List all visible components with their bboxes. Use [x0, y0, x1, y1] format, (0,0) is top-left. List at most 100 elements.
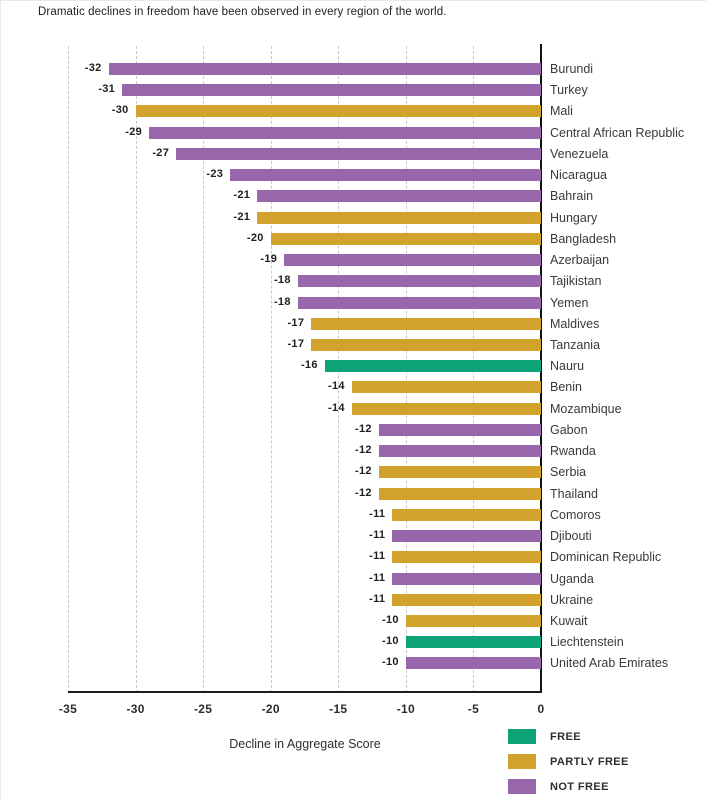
- country-label: Bangladesh: [550, 231, 617, 246]
- bar: [324, 360, 541, 373]
- bar-value-label: -20: [246, 231, 264, 244]
- bar-value-label: -31: [98, 83, 116, 96]
- bar-value-label: -14: [328, 380, 345, 393]
- bar-value-label: -10: [382, 613, 399, 626]
- bar: [392, 508, 541, 521]
- bar: [405, 636, 541, 649]
- bar-value-label: -10: [382, 635, 399, 648]
- country-label: Dominican Republic: [550, 550, 662, 565]
- partly-free-swatch: [508, 754, 536, 769]
- bar: [378, 445, 541, 458]
- bar: [392, 530, 541, 543]
- bar: [257, 190, 541, 203]
- bar-value-label: -23: [206, 168, 224, 181]
- bar-value-label: -16: [300, 359, 318, 372]
- bar-value-label: -18: [273, 274, 291, 287]
- bar-value-label: -11: [369, 507, 386, 520]
- bar-value-label: -32: [84, 62, 102, 74]
- country-label: Comoros: [550, 507, 601, 522]
- bar-value-label: -11: [369, 571, 386, 584]
- gridline: [135, 46, 137, 693]
- bar: [284, 254, 541, 267]
- not-free-swatch: [508, 779, 536, 794]
- country-label: Venezuela: [550, 146, 609, 161]
- bar: [230, 169, 541, 182]
- country-label: Thailand: [550, 486, 598, 501]
- x-tick-label: -35: [58, 702, 78, 716]
- bar: [392, 593, 541, 606]
- free-swatch: [508, 729, 536, 744]
- country-label: Hungary: [550, 210, 598, 225]
- country-label: Mozambique: [550, 401, 622, 416]
- country-label: Tajikistan: [550, 274, 602, 289]
- legend-item-free: FREE: [508, 729, 629, 744]
- bar-value-label: -19: [260, 253, 278, 266]
- bar-value-label: -11: [369, 592, 386, 605]
- bar: [351, 381, 541, 394]
- bar-value-label: -11: [369, 529, 386, 542]
- country-label: Kuwait: [550, 613, 588, 628]
- country-label: Liechtenstein: [550, 635, 624, 650]
- x-tick-label: -30: [126, 702, 145, 716]
- bar: [297, 275, 541, 288]
- bar-value-label: -14: [328, 401, 345, 414]
- x-tick-label: -5: [467, 702, 480, 716]
- bar-value-label: -21: [233, 189, 251, 202]
- country-label: Benin: [550, 380, 582, 395]
- country-label: Nauru: [550, 359, 585, 374]
- bar: [122, 84, 541, 97]
- gridline: [203, 46, 205, 693]
- bar: [378, 487, 541, 500]
- legend-item-not-free: NOT FREE: [508, 779, 629, 794]
- bar: [270, 232, 541, 245]
- bar: [257, 211, 541, 224]
- bar-value-label: -29: [125, 125, 143, 138]
- bar-value-label: -27: [152, 146, 170, 159]
- country-label: Turkey: [550, 83, 588, 98]
- gridline: [68, 46, 69, 693]
- x-tick-label: -20: [261, 702, 280, 716]
- country-label: Ukraine: [550, 592, 594, 607]
- x-axis-baseline: [68, 691, 542, 693]
- bar: [351, 402, 541, 415]
- country-label: Gabon: [550, 422, 588, 437]
- country-label: United Arab Emirates: [550, 656, 669, 671]
- bar: [149, 126, 541, 139]
- legend-label-not-free: NOT FREE: [550, 780, 609, 793]
- legend-label-free: FREE: [550, 730, 581, 743]
- bar-value-label: -30: [111, 104, 129, 117]
- country-label: Bahrain: [550, 189, 594, 204]
- gridline: [270, 46, 272, 693]
- legend-item-partly-free: PARTLY FREE: [508, 754, 629, 769]
- x-axis-label: Decline in Aggregate Score: [229, 737, 381, 751]
- bar-value-label: -12: [355, 465, 372, 478]
- bar: [378, 466, 541, 479]
- bar: [378, 423, 541, 436]
- country-label: Yemen: [550, 295, 589, 310]
- country-label: Maldives: [550, 316, 600, 331]
- chart-title: Dramatic declines in freedom have been o…: [38, 6, 447, 18]
- legend-label-partly-free: PARTLY FREE: [550, 755, 629, 768]
- bar-value-label: -12: [355, 422, 372, 435]
- bar-value-label: -10: [382, 656, 399, 669]
- country-label: Tanzania: [550, 337, 601, 352]
- legend: FREE PARTLY FREE NOT FREE: [508, 729, 629, 800]
- bar: [297, 296, 541, 309]
- bar: [311, 338, 541, 351]
- x-tick-label: 0: [537, 702, 545, 716]
- country-label: Central African Republic: [550, 125, 685, 140]
- country-label: Uganda: [550, 571, 594, 586]
- bar: [405, 657, 541, 670]
- country-label: Rwanda: [550, 444, 596, 459]
- bar: [176, 147, 541, 160]
- bar: [392, 551, 541, 564]
- bar-value-label: -12: [355, 444, 372, 457]
- bar-value-label: -11: [369, 550, 386, 563]
- x-tick-label: -15: [329, 702, 348, 716]
- bar-value-label: -18: [273, 295, 291, 308]
- bar: [108, 63, 541, 75]
- country-label: Burundi: [550, 62, 594, 76]
- country-label: Djibouti: [550, 529, 592, 544]
- bar-value-label: -21: [233, 210, 251, 223]
